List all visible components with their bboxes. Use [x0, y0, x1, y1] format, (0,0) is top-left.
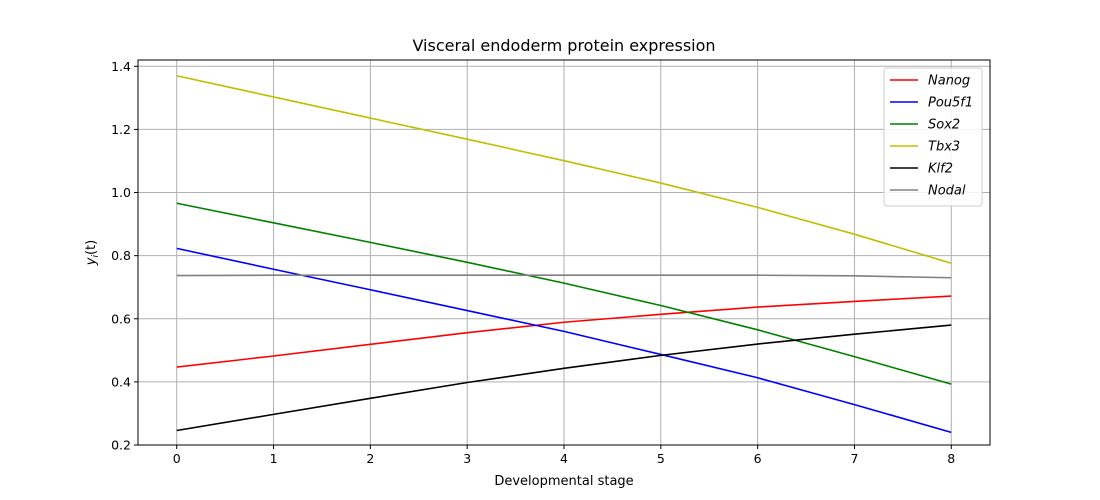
y-tick-label: 0.8 — [111, 248, 131, 263]
legend: Nanog Pou5f1 Sox2 Tbx3 Klf2 Nodal — [883, 67, 983, 207]
x-tick-label: 6 — [754, 451, 762, 466]
x-tick-label: 3 — [463, 451, 471, 466]
y-axis-label: yi(t) — [84, 240, 101, 266]
y-axis-label-base: y — [84, 257, 99, 266]
x-axis-ticks: 0 1 2 3 4 5 6 7 8 — [173, 445, 955, 466]
legend-label-pou5f1: Pou5f1 — [928, 96, 973, 111]
y-axis-ticks: 0.2 0.4 0.6 0.8 1.0 1.2 1.4 — [111, 59, 138, 453]
y-tick-label: 1.2 — [111, 122, 131, 137]
y-axis-label-sub: i — [91, 255, 101, 258]
y-axis-label-tail: (t) — [84, 240, 99, 255]
chart-title: Visceral endoderm protein expression — [412, 36, 715, 55]
series-lines — [176, 74, 952, 434]
x-axis-label: Developmental stage — [494, 474, 633, 489]
x-tick-label: 1 — [270, 451, 278, 466]
legend-label-tbx3: Tbx3 — [928, 140, 960, 155]
series-line-nanog — [176, 295, 952, 368]
y-tick-label: 0.4 — [111, 374, 131, 389]
y-tick-label: 0.2 — [111, 438, 131, 453]
x-tick-label: 2 — [366, 451, 374, 466]
series-line-klf2 — [176, 324, 952, 432]
y-tick-label: 1.0 — [111, 185, 131, 200]
legend-label-nanog: Nanog — [928, 74, 970, 89]
legend-label-nodal: Nodal — [928, 184, 966, 199]
x-tick-label: 4 — [560, 451, 568, 466]
series-line-pou5f1 — [176, 247, 952, 434]
x-tick-label: 7 — [850, 451, 858, 466]
x-tick-label: 8 — [947, 451, 955, 466]
series-line-tbx3 — [176, 74, 952, 264]
y-tick-label: 1.4 — [111, 59, 131, 74]
x-tick-label: 5 — [657, 451, 665, 466]
series-line-sox2 — [176, 202, 952, 385]
legend-label-sox2: Sox2 — [928, 118, 960, 133]
legend-label-klf2: Klf2 — [928, 162, 953, 177]
y-tick-label: 0.6 — [111, 311, 131, 326]
series-line-nodal — [176, 274, 952, 279]
grid — [138, 60, 990, 446]
x-tick-label: 0 — [173, 451, 181, 466]
